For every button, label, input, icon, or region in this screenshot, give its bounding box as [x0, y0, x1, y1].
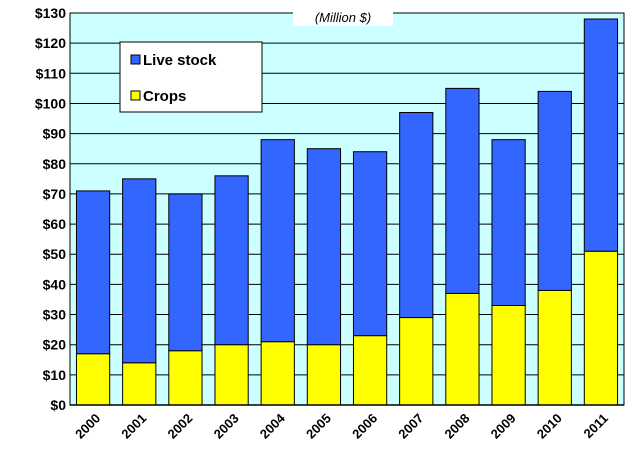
- x-tick-label: 2001: [118, 411, 149, 442]
- bar-crops-2001: [122, 362, 157, 406]
- y-tick-label: $80: [43, 156, 67, 172]
- bar-live-stock-2001: [122, 178, 157, 364]
- bar-crops-2004: [260, 341, 295, 406]
- legend-swatch-live-stock: [130, 54, 141, 65]
- x-tick-label: 2000: [72, 411, 103, 442]
- x-tick-label: 2007: [395, 411, 426, 442]
- bar-crops-2003: [214, 344, 249, 406]
- y-tick-label: $110: [36, 65, 67, 81]
- bar-crops-2007: [399, 317, 434, 406]
- bar-crops-2010: [537, 289, 572, 406]
- bar-live-stock-2006: [352, 151, 388, 337]
- y-tick-label: $70: [43, 186, 67, 202]
- bars: [75, 18, 619, 406]
- y-axis-tick-labels: $0 $10 $20 $30 $40 $50 $60 $70 $80 $90 $100 $110 $12…: [35, 5, 66, 413]
- bar-live-stock-2004: [260, 139, 295, 343]
- y-tick-label: $130: [35, 5, 66, 21]
- bar-live-stock-2007: [399, 112, 434, 319]
- y-tick-label: $100: [35, 95, 66, 111]
- x-tick-label: 2003: [211, 411, 242, 442]
- bar-crops-2000: [75, 353, 111, 406]
- y-tick-label: $120: [35, 35, 66, 51]
- y-tick-label: $30: [43, 307, 67, 323]
- y-tick-label: $90: [43, 126, 67, 142]
- bar-live-stock-2010: [537, 90, 572, 291]
- bar-crops-2006: [352, 335, 388, 406]
- bar-crops-2009: [491, 304, 526, 406]
- y-tick-label: $40: [43, 276, 67, 292]
- bar-live-stock-2000: [75, 190, 111, 355]
- chart-subtitle: (Million $): [315, 10, 371, 25]
- x-tick-label: 2010: [534, 411, 565, 442]
- x-tick-label: 2011: [580, 411, 611, 442]
- x-axis-tick-labels: 2000 2001 2002 2003 2004 2005 2006 2007 2008 2009…: [72, 410, 611, 442]
- legend: Live stock Crops: [119, 41, 263, 113]
- y-tick-label: $20: [43, 337, 67, 353]
- x-tick-label: 2008: [441, 411, 472, 442]
- bar-crops-2011: [583, 250, 619, 406]
- x-tick-label: 2006: [349, 411, 380, 442]
- bar-live-stock-2002: [168, 193, 203, 352]
- bar-live-stock-2011: [583, 18, 619, 252]
- x-tick-label: 2004: [257, 410, 289, 442]
- bar-live-stock-2009: [491, 139, 526, 306]
- y-tick-label: $10: [43, 367, 67, 383]
- y-tick-label: $50: [43, 246, 67, 262]
- legend-swatch-crops: [130, 90, 141, 101]
- bar-crops-2008: [445, 292, 480, 406]
- subtitle-background: [293, 8, 393, 26]
- bar-crops-2002: [168, 350, 203, 406]
- bar-live-stock-2003: [214, 175, 249, 346]
- y-tick-label: $0: [50, 397, 66, 413]
- y-tick-label: $60: [43, 216, 67, 232]
- x-tick-label: 2005: [303, 411, 334, 442]
- bar-live-stock-2005: [306, 148, 342, 346]
- bar-crops-2005: [306, 344, 342, 406]
- x-tick-label: 2002: [164, 411, 195, 442]
- legend-label-live-stock: Live stock: [143, 52, 217, 69]
- x-tick-label: 2009: [488, 411, 519, 442]
- legend-label-crops: Crops: [143, 88, 186, 105]
- bar-live-stock-2008: [445, 87, 480, 294]
- legend-box: [119, 41, 263, 113]
